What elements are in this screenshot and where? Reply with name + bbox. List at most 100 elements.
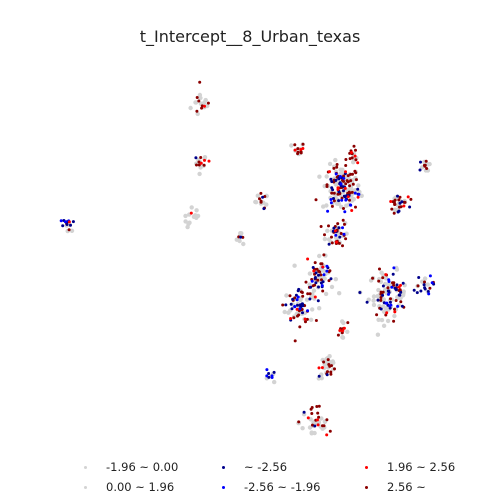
data-point <box>71 220 75 224</box>
data-point <box>344 158 348 161</box>
data-point <box>352 144 356 148</box>
data-point <box>334 178 338 182</box>
data-point <box>346 195 350 199</box>
data-point <box>393 198 397 202</box>
data-point <box>342 232 346 236</box>
data-point <box>325 418 329 422</box>
data-point <box>325 373 329 377</box>
data-point <box>336 222 340 226</box>
data-point <box>264 202 269 207</box>
data-point <box>195 109 199 113</box>
data-point <box>317 404 321 408</box>
data-point <box>376 298 380 302</box>
data-point <box>376 317 381 322</box>
data-point <box>427 292 431 296</box>
data-point <box>303 317 307 321</box>
data-point <box>418 168 422 172</box>
data-point <box>197 99 201 103</box>
data-point <box>350 209 354 212</box>
data-point <box>69 223 72 227</box>
data-point <box>328 429 332 433</box>
data-point <box>297 420 301 424</box>
data-point <box>384 273 388 277</box>
data-point <box>314 198 318 202</box>
data-point <box>423 287 427 291</box>
data-point <box>323 233 326 237</box>
data-point <box>384 301 388 305</box>
data-point <box>351 182 355 186</box>
data-point <box>425 162 431 167</box>
data-point <box>406 195 410 199</box>
data-point <box>390 285 394 289</box>
data-point <box>349 172 352 176</box>
data-point <box>419 160 422 164</box>
data-point <box>296 147 300 151</box>
data-point <box>320 284 324 288</box>
data-point <box>343 195 347 199</box>
data-point <box>298 307 302 311</box>
data-point <box>354 158 358 162</box>
legend-marker-icon <box>84 485 87 489</box>
legend-label: 2.56 ~ <box>387 480 426 494</box>
data-point <box>343 186 347 190</box>
data-point <box>415 291 419 295</box>
data-point <box>387 278 391 282</box>
data-point <box>343 210 347 214</box>
data-point <box>416 284 420 288</box>
data-point <box>295 298 299 302</box>
data-point <box>289 317 293 320</box>
data-point <box>329 277 333 281</box>
data-point <box>317 273 320 277</box>
data-point <box>422 283 426 287</box>
data-point <box>348 191 352 195</box>
data-point <box>284 293 289 298</box>
data-point <box>193 100 198 105</box>
data-point <box>392 266 396 270</box>
data-point <box>356 161 360 165</box>
data-point <box>350 190 354 194</box>
data-point <box>344 198 348 202</box>
data-point <box>388 300 392 304</box>
data-point <box>322 236 328 242</box>
data-point <box>339 182 343 186</box>
data-point <box>344 231 349 236</box>
data-point <box>313 261 317 265</box>
data-point <box>345 179 349 183</box>
data-point <box>297 313 301 317</box>
data-point <box>324 174 329 179</box>
data-point <box>307 282 312 287</box>
data-point <box>202 163 206 167</box>
data-point <box>336 201 341 206</box>
data-point <box>351 160 356 165</box>
data-point <box>338 329 342 332</box>
data-point <box>348 184 352 188</box>
data-point <box>317 374 321 378</box>
data-point <box>387 292 390 296</box>
data-point <box>65 223 69 226</box>
data-point <box>293 143 297 147</box>
data-point <box>332 166 336 170</box>
legend-item: -1.96 ~ 0.00 <box>84 460 178 474</box>
data-point <box>389 200 393 203</box>
data-point <box>322 360 326 364</box>
data-point <box>302 410 306 414</box>
data-point <box>321 265 325 269</box>
data-point <box>333 157 338 163</box>
data-point <box>299 148 303 151</box>
data-point <box>319 273 323 277</box>
data-point <box>197 160 201 164</box>
data-point <box>353 191 357 195</box>
data-point <box>265 368 269 372</box>
data-point <box>396 210 400 214</box>
data-point <box>337 199 341 203</box>
data-point <box>197 92 203 98</box>
data-point <box>63 220 67 224</box>
legend-item: 1.96 ~ 2.56 <box>365 460 455 474</box>
data-point <box>306 309 310 313</box>
data-point <box>375 332 381 337</box>
data-point <box>392 211 396 215</box>
data-point <box>346 321 350 325</box>
chart-title: t_Intercept__8_Urban_texas <box>139 27 361 46</box>
data-point <box>183 219 188 224</box>
data-point <box>386 281 392 287</box>
